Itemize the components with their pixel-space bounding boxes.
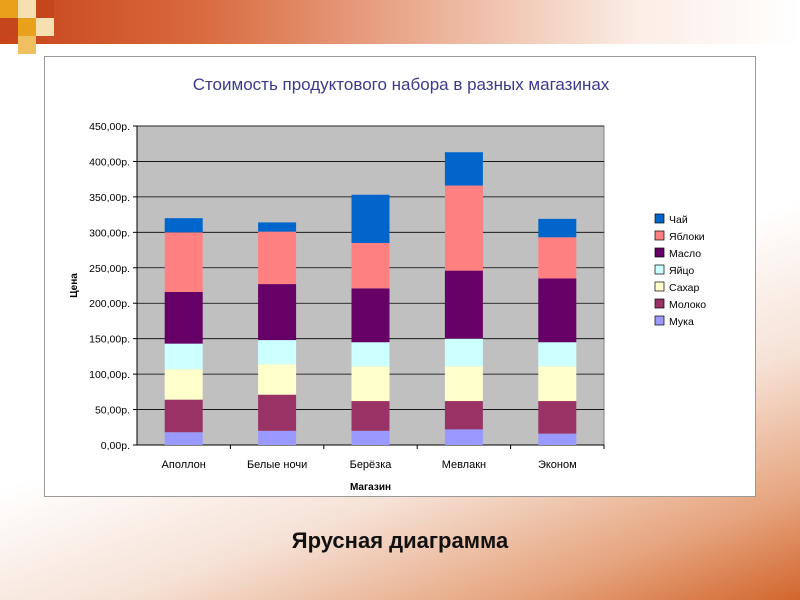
x-tick-label: Мевлакн <box>442 459 486 471</box>
bar-segment-6 <box>164 232 203 292</box>
x-tick-label: Аполлон <box>162 459 206 471</box>
legend-swatch <box>654 315 665 326</box>
bar-segment-1 <box>258 430 297 445</box>
decor-square <box>36 0 54 18</box>
bar-segment-2 <box>444 401 483 430</box>
slide-header-band <box>0 0 800 44</box>
bar-segment-7 <box>444 152 483 186</box>
bar-segment-7 <box>538 218 577 238</box>
bar-segment-4 <box>351 342 390 367</box>
bar-segment-4 <box>258 340 297 365</box>
decor-square <box>18 18 36 36</box>
legend-swatch <box>654 264 665 275</box>
bar-segment-3 <box>538 366 577 402</box>
y-tick-label: 150,00р. <box>89 334 130 346</box>
decor-square <box>18 36 36 54</box>
bar-segment-4 <box>164 343 203 370</box>
y-tick-label: 300,00р. <box>89 227 130 239</box>
bar-segment-6 <box>258 231 297 285</box>
y-tick-label: 50,00р. <box>95 405 130 417</box>
decor-square <box>0 18 18 36</box>
bar-segment-5 <box>538 278 577 343</box>
bar-segment-2 <box>164 399 203 433</box>
bar-segment-7 <box>164 218 203 233</box>
legend-swatch <box>654 230 665 241</box>
decor-square <box>18 0 36 18</box>
legend-label: Сахар <box>669 282 700 294</box>
bar-segment-2 <box>538 401 577 434</box>
bar-segment-1 <box>444 429 483 445</box>
bar-segment-3 <box>351 366 390 402</box>
bar-segment-7 <box>258 222 297 232</box>
y-tick-label: 450,00р. <box>89 121 130 133</box>
bar-segment-5 <box>164 291 203 344</box>
chart-container: Стоимость продуктового набора в разных м… <box>44 56 756 497</box>
bar-segment-3 <box>258 364 297 395</box>
x-tick-label: Эконом <box>538 459 577 471</box>
legend-swatch <box>654 298 665 309</box>
bar-segment-6 <box>538 237 577 279</box>
legend-swatch <box>654 213 665 224</box>
bar-segment-2 <box>351 401 390 431</box>
x-tick-label: Белые ночи <box>247 459 307 471</box>
bar-segment-3 <box>164 369 203 400</box>
y-axis-label: Цена <box>69 273 80 298</box>
bar-segment-1 <box>538 433 577 445</box>
legend-label: Мука <box>669 316 694 328</box>
legend-label: Масло <box>669 248 701 260</box>
slide-caption: Ярусная диаграмма <box>291 528 509 553</box>
x-tick-label: Берёзка <box>350 459 393 471</box>
bar-segment-5 <box>258 284 297 341</box>
decor-square <box>36 18 54 36</box>
legend-label: Чай <box>669 214 688 226</box>
y-tick-label: 200,00р. <box>89 298 130 310</box>
bar-segment-1 <box>351 430 390 445</box>
legend-swatch <box>654 281 665 292</box>
y-tick-label: 350,00р. <box>89 192 130 204</box>
bar-segment-7 <box>351 194 390 243</box>
stacked-bar-chart: Стоимость продуктового набора в разных м… <box>69 75 706 493</box>
bar-segment-5 <box>444 270 483 339</box>
y-tick-label: 0,00р. <box>101 440 130 452</box>
legend-label: Молоко <box>669 299 706 311</box>
bar-segment-6 <box>444 185 483 271</box>
decor-square <box>0 0 18 18</box>
bar-segment-2 <box>258 394 297 431</box>
x-axis-label: Магазин <box>350 482 391 493</box>
chart-title: Стоимость продуктового набора в разных м… <box>193 75 610 94</box>
bar-segment-4 <box>538 342 577 367</box>
legend-label: Яйцо <box>669 265 694 277</box>
legend-label: Яблоки <box>669 231 705 243</box>
bar-segment-5 <box>351 288 390 343</box>
y-tick-label: 400,00р. <box>89 156 130 168</box>
y-tick-label: 250,00р. <box>89 263 130 275</box>
y-tick-label: 100,00р. <box>89 369 130 381</box>
legend-swatch <box>654 247 665 258</box>
bar-segment-1 <box>164 432 203 445</box>
bar-segment-4 <box>444 338 483 367</box>
bar-segment-3 <box>444 366 483 402</box>
bar-segment-6 <box>351 242 390 289</box>
